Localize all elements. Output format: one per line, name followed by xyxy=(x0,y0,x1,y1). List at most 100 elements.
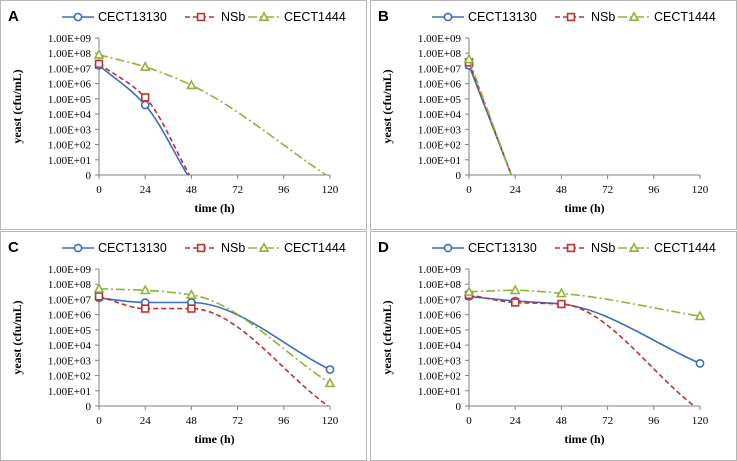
legend-item-nsb: NSb xyxy=(555,241,615,255)
y-tick-label: 1.00E+05 xyxy=(48,94,92,106)
series-line xyxy=(98,64,189,176)
series-line xyxy=(468,294,695,407)
series-cect1444 xyxy=(93,48,327,176)
series-line xyxy=(98,53,327,176)
y-axis-title: yeast (cfu/mL) xyxy=(10,69,24,143)
y-tick-label: 1.00E+01 xyxy=(48,155,91,167)
legend-label: CECT1444 xyxy=(284,241,346,255)
panel-letter: C xyxy=(8,239,19,256)
data-point xyxy=(187,304,196,313)
x-tick-label: 72 xyxy=(232,184,243,196)
legend-item-cect1444: CECT1444 xyxy=(248,10,346,24)
legend-label: CECT1444 xyxy=(654,10,716,24)
data-point xyxy=(463,53,475,64)
data-point xyxy=(141,93,150,102)
x-tick-label: 24 xyxy=(510,415,522,427)
y-tick-label: 1.00E+07 xyxy=(418,63,462,75)
y-tick-label: 1.00E+02 xyxy=(48,371,91,383)
series-cect1444 xyxy=(93,282,336,388)
legend-marker xyxy=(443,12,453,22)
data-point xyxy=(93,48,105,59)
series-cect1444 xyxy=(463,284,706,321)
y-tick-label: 1.00E+08 xyxy=(418,48,462,60)
y-tick-label: 1.00E+01 xyxy=(418,155,461,167)
legend-marker xyxy=(258,11,270,22)
legend-label: CECT13130 xyxy=(468,241,537,255)
data-point xyxy=(694,310,706,321)
y-tick-label: 1.00E+09 xyxy=(48,33,92,45)
y-tick-label: 0 xyxy=(456,170,462,182)
x-tick-label: 96 xyxy=(648,184,660,196)
y-tick-label: 1.00E+02 xyxy=(418,371,461,383)
legend-item-cect13130: CECT13130 xyxy=(62,241,167,255)
x-tick-label: 24 xyxy=(140,184,152,196)
series-nsb xyxy=(94,59,191,176)
y-axis-title: yeast (cfu/mL) xyxy=(10,300,24,374)
x-tick-label: 24 xyxy=(510,184,522,196)
y-tick-label: 1.00E+06 xyxy=(48,79,92,91)
x-tick-label: 96 xyxy=(278,184,290,196)
panel-frame xyxy=(0,0,367,230)
legend-item-nsb: NSb xyxy=(185,10,245,24)
x-tick-label: 96 xyxy=(648,415,660,427)
y-tick-label: 1.00E+01 xyxy=(48,386,91,398)
data-point xyxy=(695,358,705,368)
y-tick-label: 0 xyxy=(456,401,462,413)
series-line xyxy=(98,63,191,176)
series-cect1444 xyxy=(463,53,513,176)
x-tick-label: 24 xyxy=(140,415,152,427)
data-point xyxy=(94,59,104,69)
x-tick-label: 120 xyxy=(322,415,339,427)
y-tick-label: 1.00E+07 xyxy=(48,63,92,75)
y-tick-label: 1.00E+04 xyxy=(48,340,92,352)
data-point xyxy=(325,365,335,374)
panel-letter: A xyxy=(8,8,19,25)
series-line xyxy=(468,59,513,176)
x-tick-label: 120 xyxy=(322,184,339,196)
x-axis-title: time (h) xyxy=(564,432,604,446)
legend-label: CECT1444 xyxy=(284,10,346,24)
legend-marker xyxy=(73,12,83,22)
legend-label: NSb xyxy=(591,241,615,255)
data-point xyxy=(510,298,520,307)
legend-item-cect13130: CECT13130 xyxy=(62,10,167,24)
legend-label: CECT1444 xyxy=(654,241,716,255)
series-line xyxy=(98,297,331,371)
series-cect13130 xyxy=(94,61,189,176)
legend-label: NSb xyxy=(221,10,245,24)
data-point xyxy=(463,285,475,296)
y-tick-label: 1.00E+03 xyxy=(418,124,462,136)
y-tick-label: 1.00E+04 xyxy=(418,109,462,121)
y-tick-label: 1.00E+05 xyxy=(418,325,462,337)
data-point xyxy=(509,284,521,295)
x-tick-label: 0 xyxy=(466,415,472,427)
y-tick-label: 0 xyxy=(86,401,92,413)
panel-letter: B xyxy=(378,8,389,25)
y-tick-label: 1.00E+02 xyxy=(48,140,91,152)
series-line xyxy=(98,287,331,384)
x-tick-label: 48 xyxy=(186,184,198,196)
legend-label: NSb xyxy=(591,10,615,24)
data-point xyxy=(139,284,151,295)
legend-marker xyxy=(196,243,206,253)
x-tick-label: 48 xyxy=(556,184,568,196)
series-line xyxy=(468,295,701,365)
x-tick-label: 48 xyxy=(186,415,198,427)
y-tick-label: 1.00E+04 xyxy=(418,340,462,352)
data-point xyxy=(557,299,566,309)
y-tick-label: 1.00E+06 xyxy=(418,79,462,91)
y-tick-label: 1.00E+05 xyxy=(418,94,462,106)
y-tick-label: 1.00E+09 xyxy=(48,264,92,276)
series-line xyxy=(468,289,701,317)
legend-marker xyxy=(258,242,270,252)
x-tick-label: 72 xyxy=(602,415,613,427)
legend-item-cect13130: CECT13130 xyxy=(432,10,537,24)
panel-a: A 0 1.00E+01 1.00E+02 1.00E+03 1.00E+04 1.00E+… xyxy=(0,0,367,230)
y-tick-label: 1.00E+01 xyxy=(418,386,461,398)
y-tick-label: 1.00E+04 xyxy=(48,109,92,121)
data-point xyxy=(141,304,150,313)
y-tick-label: 1.00E+08 xyxy=(418,279,462,291)
legend-item-cect1444: CECT1444 xyxy=(618,10,716,24)
data-point xyxy=(139,61,151,71)
